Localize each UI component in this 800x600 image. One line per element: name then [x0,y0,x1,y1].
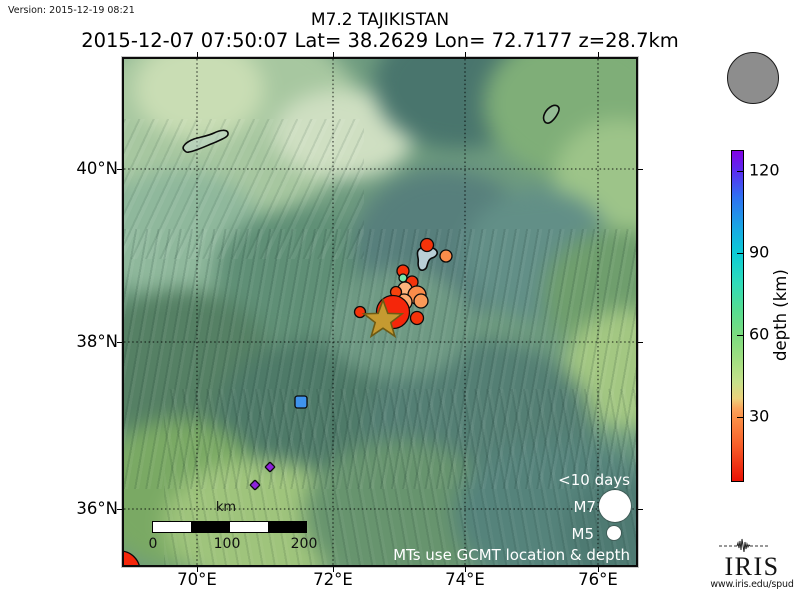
lon-label: 76°E [578,570,618,589]
lon-tick [598,567,600,572]
lat-tick [638,342,643,344]
legend-m5-circle [607,526,621,540]
legend-m5-label: M5 [571,525,595,543]
colorbar-tick [737,171,743,173]
iris-logo: IRIS www.iris.edu/spud [706,537,798,590]
legend-m7-circle [599,490,631,522]
lat-tick [117,509,122,511]
map-overlay [124,59,636,565]
earthquake-marker [409,310,425,326]
lat-tick [117,342,122,344]
colorbar-tick [737,253,743,255]
terrain-ridges-northwest [124,119,364,259]
colorbar-tick-label: 60 [749,324,770,344]
depth-colorbar [731,150,744,482]
gcmt-note: MTs use GCMT location & depth [393,546,630,564]
scalebar-tick-100: 100 [213,536,241,552]
lon-label: 74°E [445,570,485,589]
lon-tick [333,52,335,57]
lake-west-outline [182,129,229,154]
version-label: Version: 2015-12-19 08:21 [8,5,135,16]
lon-tick [197,52,199,57]
terrain-ridges-south [164,389,636,565]
epicenter-star-icon [361,297,405,339]
lake-northeast-outline [542,104,560,124]
terrain-ridges-mid [124,229,636,489]
earthquake-marker-diamond [249,479,261,491]
lon-tick [333,567,335,572]
colorbar-tick-label: 120 [749,160,780,180]
lon-tick [465,567,467,572]
event-title: M7.2 TAJIKISTAN [310,10,450,30]
colorbar-tick [737,335,743,337]
earthquake-marker [353,305,367,319]
lat-label: 36°N [76,499,118,518]
earthquake-marker-diamond [264,461,276,473]
colorbar-tick [737,417,743,419]
colorbar-tick-label: 30 [749,406,770,426]
earthquake-marker [439,249,453,263]
legend-m7-label: M7 [573,498,597,516]
iris-url: www.iris.edu/spud [710,579,794,590]
terrain-basemap [124,59,636,565]
earthquake-marker-square [294,395,308,409]
lat-tick [638,509,643,511]
map-canvas: <10 days M7 M5 MTs use GCMT location & d… [121,56,639,568]
seismogram-icon [719,538,768,553]
colorbar-tick-label: 90 [749,242,770,262]
earthquake-marker [419,237,435,253]
scalebar-tick-200: 200 [290,536,318,552]
lake-karakul-outline [416,246,439,271]
lon-label: 72°E [313,570,353,589]
lat-label: 38°N [76,332,118,351]
colorbar-axis-label: depth (km) [771,269,790,361]
earthquake-marker [124,550,140,565]
lat-tick [638,169,643,171]
legend-recent-label: <10 days [558,471,630,489]
lat-label: 40°N [76,159,118,178]
lat-tick [117,169,122,171]
scale-bar [152,521,307,533]
scalebar-unit-label: km [215,500,237,515]
lon-tick [465,52,467,57]
moment-tensor-circle [727,52,779,104]
lon-tick [197,567,199,572]
earthquake-marker [413,293,429,309]
event-subtitle: 2015-12-07 07:50:07 Lat= 38.2629 Lon= 72… [81,29,679,52]
lon-tick [598,52,600,57]
lon-label: 70°E [177,570,217,589]
iris-logo-text: IRIS [724,552,780,581]
scalebar-tick-0: 0 [148,536,158,552]
